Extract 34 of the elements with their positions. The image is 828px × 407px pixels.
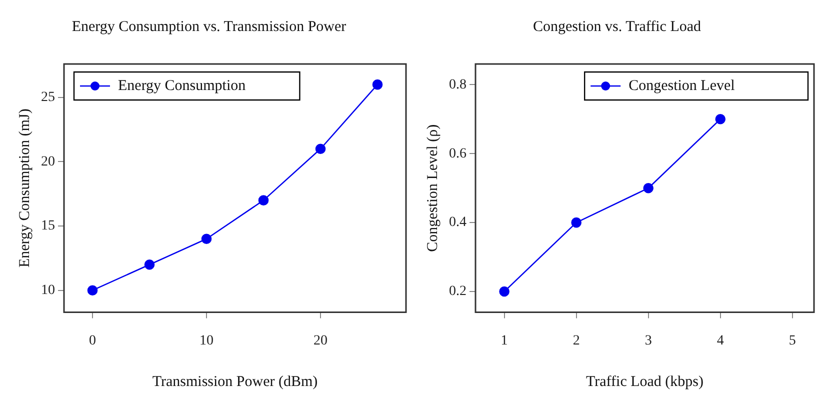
- x-tick-label: 2: [572, 333, 580, 348]
- y-tick-label: 25: [41, 90, 55, 106]
- legend-label: Congestion Level: [628, 78, 735, 94]
- point: [315, 144, 326, 154]
- point: [643, 182, 654, 194]
- point: [144, 259, 155, 270]
- x-axis-title: Traffic Load (kbps): [586, 374, 704, 390]
- point: [571, 217, 582, 228]
- y-tick-label: 0.8: [449, 77, 466, 92]
- x-tick-label: 5: [788, 333, 796, 348]
- x-tick-label: 4: [716, 333, 724, 348]
- x-tick-label: 1: [500, 333, 508, 348]
- y-tick-label: 0.6: [449, 146, 466, 162]
- y-tick-label: 10: [41, 283, 55, 298]
- x-tick-label: 10: [200, 333, 214, 348]
- x-tick-label: 0: [89, 333, 96, 348]
- point: [499, 286, 510, 297]
- y-tick-label: 15: [41, 218, 55, 234]
- point: [715, 114, 726, 124]
- x-tick-label: 3: [644, 333, 652, 348]
- y-axis-title: Congestion Level (ρ): [424, 124, 441, 252]
- chart-title: Congestion vs. Traffic Load: [532, 18, 702, 35]
- y-tick-label: 0.4: [449, 215, 466, 230]
- x-axis-title: Transmission Power (dBm): [152, 374, 318, 390]
- point: [372, 79, 383, 90]
- x-tick-label: 20: [314, 333, 328, 348]
- point: [87, 285, 98, 296]
- legend-label: Energy Consumption: [118, 78, 246, 94]
- y-tick-label: 0.2: [449, 284, 466, 300]
- point: [201, 234, 212, 244]
- y-axis-title: Energy Consumption (mJ): [16, 108, 33, 268]
- chart-title: Energy Consumption vs. Transmission Power: [72, 18, 346, 35]
- point: [258, 195, 269, 206]
- y-tick-label: 20: [41, 154, 55, 170]
